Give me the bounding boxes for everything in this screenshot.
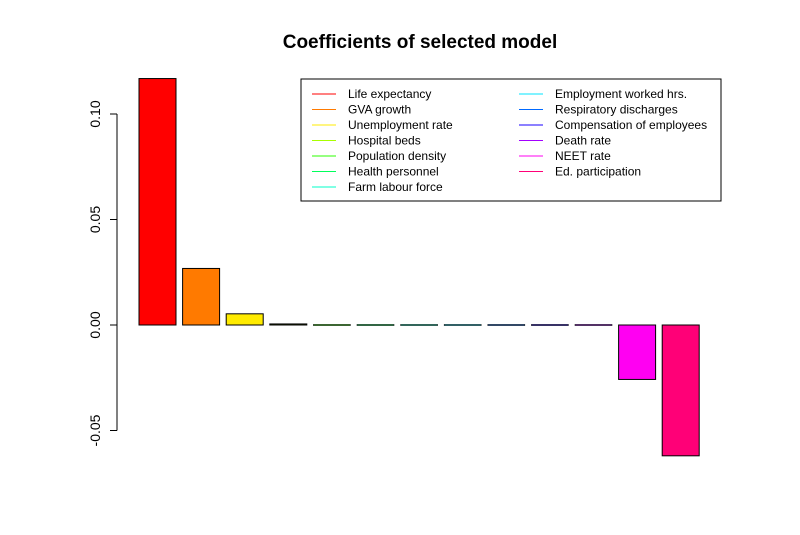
y-tick-label: 0.05 (87, 206, 103, 233)
legend-label: Health personnel (348, 165, 439, 179)
chart-title: Coefficients of selected model (283, 32, 558, 53)
bar-population-density (313, 324, 351, 326)
bar-neet-rate (618, 324, 657, 380)
bar-hospital-beds (269, 323, 308, 326)
bar-compensation-of-employees (531, 324, 569, 326)
y-tick-label: 0.10 (87, 100, 103, 127)
legend-label: Ed. participation (555, 165, 641, 179)
legend-label: Compensation of employees (555, 118, 707, 132)
y-axis: -0.05 0.00 0.05 0.10 (87, 100, 118, 446)
legend-label: GVA growth (348, 103, 411, 117)
legend-label: Hospital beds (348, 134, 421, 148)
bar-death-rate (574, 324, 613, 326)
bar-life-expectancy (138, 78, 177, 326)
legend-label: Respiratory discharges (555, 103, 678, 117)
bar-employment-worked-hrs (443, 324, 482, 326)
legend-label: Farm labour force (348, 180, 443, 194)
bar-gva-growth (182, 267, 221, 326)
legend-label: NEET rate (555, 149, 611, 163)
legend-label: Population density (348, 149, 446, 163)
legend-box (300, 78, 722, 202)
bar-respiratory-discharges (487, 324, 526, 326)
bars-group (138, 78, 700, 457)
legend-label: Death rate (555, 134, 611, 148)
y-tick-label: -0.05 (87, 414, 103, 446)
y-tick-label: 0.00 (87, 311, 103, 338)
bar-ed-participation (661, 324, 700, 457)
bar-health-personnel (356, 324, 395, 326)
legend-label: Employment worked hrs. (555, 87, 687, 101)
bar-unemployment-rate (225, 313, 264, 326)
bar-farm-labour-force (400, 324, 438, 326)
legend-label: Life expectancy (348, 87, 431, 101)
legend-label: Unemployment rate (348, 118, 453, 132)
